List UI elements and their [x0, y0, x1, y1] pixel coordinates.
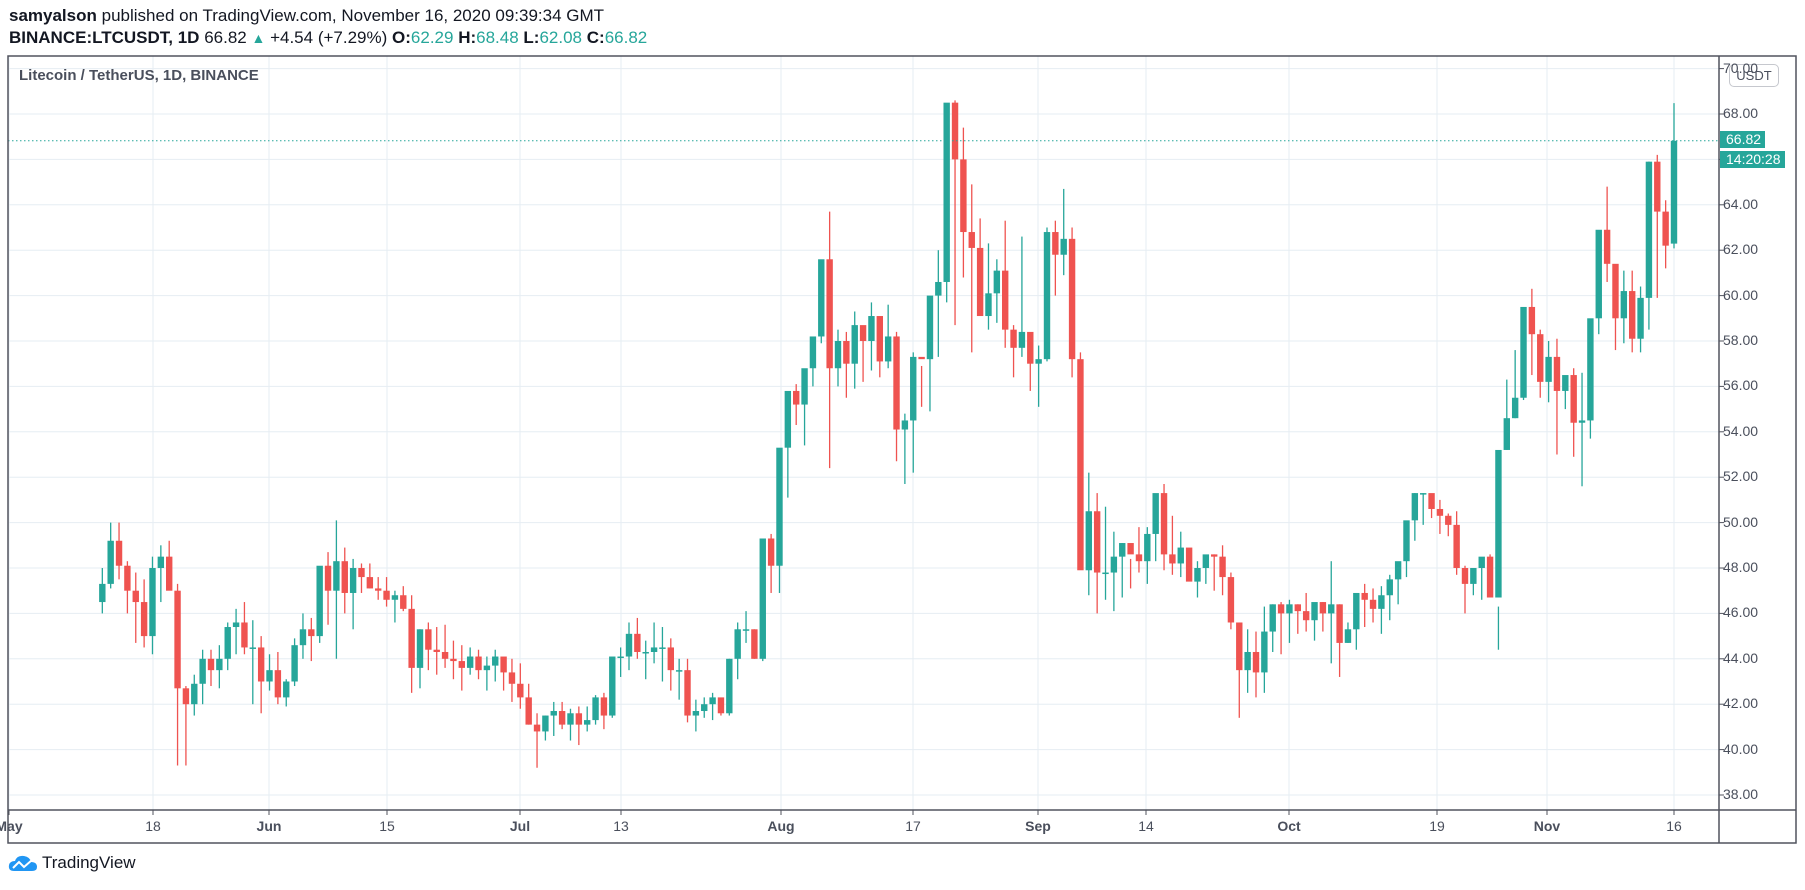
- publish-line: samyalson published on TradingView.com, …: [9, 6, 604, 26]
- time-tick-label: 19: [1429, 818, 1445, 834]
- open-label: O:: [392, 28, 411, 47]
- price-tick-label: 64.00: [1723, 195, 1759, 212]
- high-value: 68.48: [476, 28, 519, 47]
- high-label: H:: [458, 28, 477, 47]
- time-tick-label: 17: [905, 818, 921, 834]
- symbol-label: BINANCE:LTCUSDT, 1D: [9, 28, 200, 47]
- price-tick-label: 56.00: [1723, 377, 1759, 394]
- close-label: C:: [586, 28, 605, 47]
- time-tick-label: Aug: [767, 818, 795, 834]
- price-tick-label: 54.00: [1723, 422, 1759, 439]
- price-tick-label: 58.00: [1723, 332, 1759, 348]
- time-tick-label: Nov: [1533, 818, 1561, 834]
- price-tick-label: 44.00: [1723, 649, 1759, 666]
- time-tick-label: May: [0, 818, 23, 834]
- last-price: 66.82: [204, 28, 247, 47]
- time-tick-label: 15: [379, 818, 395, 834]
- time-tick-label: Jul: [509, 818, 531, 834]
- price-tick-label: 38.00: [1723, 786, 1759, 802]
- price-tick-label: 60.00: [1723, 286, 1759, 303]
- price-tick-label: 40.00: [1723, 740, 1759, 757]
- ohlc-line: BINANCE:LTCUSDT, 1D 66.82 ▲ +4.54 (+7.29…: [9, 28, 647, 48]
- low-label: L:: [523, 28, 540, 47]
- last-price-tag: 66.82: [1720, 131, 1766, 148]
- close-value: 66.82: [604, 28, 648, 47]
- currency-button[interactable]: USDT: [1729, 64, 1779, 87]
- low-value: 62.08: [539, 28, 583, 47]
- time-tick-label: Jun: [256, 818, 282, 834]
- published-text: published on TradingView.com, November 1…: [101, 6, 605, 25]
- change-value: +4.54 (+7.29%): [270, 28, 388, 47]
- cloud-logo-icon: [8, 855, 37, 871]
- price-tick-label: 42.00: [1723, 695, 1759, 712]
- price-tick-label: 62.00: [1723, 241, 1759, 258]
- time-tick-label: Oct: [1277, 818, 1301, 834]
- countdown-tag: 14:20:28: [1720, 151, 1785, 168]
- price-tick-label: 70.00: [1723, 59, 1759, 76]
- time-tick-label: Sep: [1025, 818, 1051, 834]
- price-tick-label: 68.00: [1723, 105, 1759, 121]
- brand-name: TradingView: [42, 853, 136, 872]
- time-tick-label: 16: [1666, 818, 1682, 834]
- price-tick-label: 46.00: [1723, 604, 1759, 621]
- time-tick-label: 18: [145, 818, 161, 834]
- price-tick-label: 50.00: [1723, 513, 1759, 530]
- time-tick-label: 13: [613, 818, 629, 834]
- author-name: samyalson: [9, 6, 97, 25]
- time-tick-label: 14: [1138, 818, 1154, 834]
- chart-legend: Litecoin / TetherUS, 1D, BINANCE: [19, 67, 259, 84]
- tradingview-logo[interactable]: TradingView: [8, 853, 136, 873]
- price-tick-label: 48.00: [1723, 559, 1759, 575]
- price-tick-label: 52.00: [1723, 468, 1759, 485]
- open-value: 62.29: [410, 28, 454, 47]
- up-triangle-icon: ▲: [251, 30, 266, 46]
